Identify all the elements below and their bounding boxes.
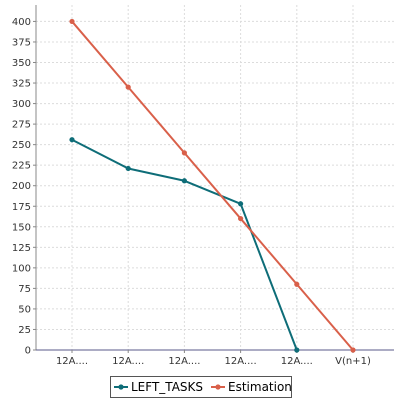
y-tick-label: 225 bbox=[12, 161, 31, 172]
y-axis-ticks: 0 25 50 75 100 125 150 175 200 225 250 275 300 325 350… bbox=[12, 17, 36, 357]
x-tick-label: V(n+1) bbox=[335, 356, 371, 367]
data-point bbox=[69, 18, 75, 25]
y-tick-label: 25 bbox=[18, 325, 31, 336]
y-tick-label: 0 bbox=[25, 346, 31, 357]
x-tick-label: 12A.... bbox=[168, 356, 200, 367]
legend-marker-estimation bbox=[215, 384, 221, 390]
legend-box bbox=[110, 376, 292, 398]
data-point bbox=[181, 150, 187, 156]
legend-marker-left-tasks bbox=[118, 384, 124, 390]
legend: LEFT_TASKS Estimation bbox=[110, 376, 292, 398]
data-point bbox=[125, 84, 131, 90]
data-point bbox=[350, 347, 356, 353]
y-tick-label: 175 bbox=[12, 202, 31, 213]
data-point bbox=[238, 215, 244, 222]
series-line-estimation bbox=[71, 20, 354, 351]
y-tick-label: 150 bbox=[12, 222, 31, 233]
x-tick-label: 12A.... bbox=[56, 356, 88, 367]
data-point bbox=[125, 165, 131, 172]
series-layer bbox=[69, 18, 356, 353]
grid bbox=[36, 5, 394, 351]
data-point bbox=[181, 178, 187, 184]
x-axis-ticks: 12A.... 12A.... 12A.... 12A.... 12A.... V(n+1… bbox=[56, 350, 371, 367]
x-tick-label: 12A.... bbox=[281, 356, 313, 367]
legend-label-estimation: Estimation bbox=[228, 380, 292, 394]
x-tick-label: 12A.... bbox=[112, 356, 144, 367]
y-tick-label: 400 bbox=[12, 17, 31, 28]
y-tick-label: 275 bbox=[12, 120, 31, 131]
data-point bbox=[238, 201, 244, 207]
y-tick-label: 125 bbox=[12, 243, 31, 254]
data-point bbox=[294, 347, 300, 353]
y-tick-label: 375 bbox=[12, 37, 31, 48]
y-tick-label: 200 bbox=[12, 181, 31, 192]
legend-label-left-tasks: LEFT_TASKS bbox=[131, 380, 203, 394]
y-tick-label: 350 bbox=[12, 58, 31, 69]
y-tick-label: 300 bbox=[12, 99, 31, 110]
x-tick-label: 12A.... bbox=[225, 356, 257, 367]
y-tick-label: 75 bbox=[18, 284, 31, 295]
y-tick-label: 250 bbox=[12, 140, 31, 151]
axes bbox=[35, 5, 394, 351]
data-point bbox=[294, 281, 300, 287]
y-tick-label: 325 bbox=[12, 79, 31, 90]
y-tick-label: 100 bbox=[12, 263, 31, 274]
data-point bbox=[69, 137, 75, 143]
y-tick-label: 50 bbox=[18, 304, 31, 315]
